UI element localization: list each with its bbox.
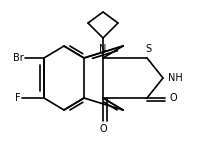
Text: N: N <box>99 44 106 54</box>
Text: O: O <box>168 93 176 103</box>
Text: NH: NH <box>167 73 182 83</box>
Text: Br: Br <box>13 53 24 63</box>
Text: S: S <box>145 44 151 54</box>
Text: F: F <box>15 93 21 103</box>
Text: O: O <box>99 124 106 134</box>
